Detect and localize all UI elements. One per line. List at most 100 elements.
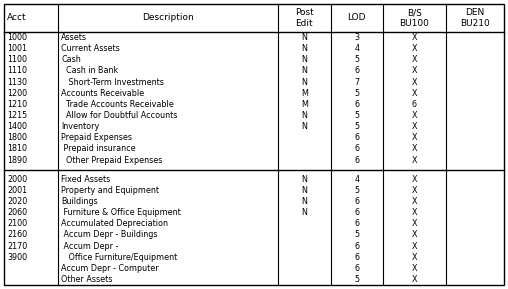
Text: N: N [301, 66, 307, 75]
Text: 6: 6 [354, 133, 359, 142]
Text: 6: 6 [354, 144, 359, 153]
Text: DEN
BU210: DEN BU210 [460, 8, 490, 28]
Text: 3900: 3900 [7, 253, 27, 262]
Text: X: X [411, 208, 417, 217]
Text: X: X [411, 122, 417, 131]
Text: 4: 4 [354, 44, 359, 53]
Text: 1000: 1000 [7, 33, 27, 42]
Text: 1200: 1200 [7, 89, 27, 98]
Text: X: X [411, 264, 417, 273]
Text: X: X [411, 253, 417, 262]
Text: N: N [301, 44, 307, 53]
Text: 3: 3 [354, 33, 359, 42]
Text: Buildings: Buildings [61, 197, 98, 206]
Text: 2170: 2170 [7, 242, 27, 251]
Text: 5: 5 [354, 186, 359, 195]
Text: 6: 6 [354, 66, 359, 75]
Text: Assets: Assets [61, 33, 87, 42]
Text: 2100: 2100 [7, 219, 27, 228]
Text: Post
Edit: Post Edit [295, 8, 313, 28]
Text: X: X [411, 33, 417, 42]
Text: Acct: Acct [7, 14, 26, 23]
Text: Accum Depr -: Accum Depr - [61, 242, 118, 251]
Text: 1100: 1100 [7, 55, 27, 64]
Text: N: N [301, 111, 307, 120]
Text: 5: 5 [354, 122, 359, 131]
Text: X: X [411, 144, 417, 153]
Text: 2020: 2020 [7, 197, 27, 206]
Text: Prepaid Expenses: Prepaid Expenses [61, 133, 132, 142]
Text: N: N [301, 33, 307, 42]
Text: Cash: Cash [61, 55, 81, 64]
Text: N: N [301, 208, 307, 217]
Text: 5: 5 [354, 89, 359, 98]
Text: Inventory: Inventory [61, 122, 99, 131]
Text: 5: 5 [354, 230, 359, 239]
Text: 6: 6 [354, 242, 359, 251]
Text: N: N [301, 78, 307, 87]
Text: 1215: 1215 [7, 111, 27, 120]
Text: X: X [411, 242, 417, 251]
Text: N: N [301, 55, 307, 64]
Text: 2060: 2060 [7, 208, 27, 217]
Text: 5: 5 [354, 111, 359, 120]
Text: X: X [411, 55, 417, 64]
Text: Allow for Doubtful Accounts: Allow for Doubtful Accounts [61, 111, 177, 120]
Text: Office Furniture/Equipment: Office Furniture/Equipment [61, 253, 177, 262]
Text: 6: 6 [354, 219, 359, 228]
Text: Accumulated Depreciation: Accumulated Depreciation [61, 219, 168, 228]
Text: Trade Accounts Receivable: Trade Accounts Receivable [61, 100, 174, 109]
Text: 1210: 1210 [7, 100, 27, 109]
Text: X: X [411, 219, 417, 228]
Text: 2001: 2001 [7, 186, 27, 195]
Text: 6: 6 [354, 253, 359, 262]
Text: 6: 6 [354, 100, 359, 109]
Text: Accum Depr - Computer: Accum Depr - Computer [61, 264, 158, 273]
Text: X: X [411, 175, 417, 184]
Text: X: X [411, 197, 417, 206]
Text: 1400: 1400 [7, 122, 27, 131]
Text: M: M [301, 89, 308, 98]
Text: N: N [301, 186, 307, 195]
Text: Furniture & Office Equipment: Furniture & Office Equipment [61, 208, 181, 217]
Text: Cash in Bank: Cash in Bank [61, 66, 118, 75]
Text: 6: 6 [354, 155, 359, 164]
Text: 2160: 2160 [7, 230, 27, 239]
Text: 5: 5 [354, 275, 359, 284]
Text: LOD: LOD [347, 14, 366, 23]
Text: Property and Equipment: Property and Equipment [61, 186, 159, 195]
Text: Accum Depr - Buildings: Accum Depr - Buildings [61, 230, 157, 239]
Text: 1810: 1810 [7, 144, 27, 153]
Text: X: X [411, 78, 417, 87]
Text: 5: 5 [354, 55, 359, 64]
Text: Accounts Receivable: Accounts Receivable [61, 89, 144, 98]
Text: Prepaid insurance: Prepaid insurance [61, 144, 136, 153]
Text: 4: 4 [354, 175, 359, 184]
Text: N: N [301, 175, 307, 184]
Text: Description: Description [142, 14, 194, 23]
Text: 6: 6 [354, 208, 359, 217]
Text: 1110: 1110 [7, 66, 27, 75]
Text: Fixed Assets: Fixed Assets [61, 175, 110, 184]
Text: X: X [411, 66, 417, 75]
Text: B/S
BU100: B/S BU100 [399, 8, 429, 28]
Text: X: X [411, 186, 417, 195]
Text: 1001: 1001 [7, 44, 27, 53]
Text: N: N [301, 197, 307, 206]
Text: 6: 6 [354, 197, 359, 206]
Text: X: X [411, 275, 417, 284]
Text: N: N [301, 122, 307, 131]
Text: X: X [411, 155, 417, 164]
Text: 1890: 1890 [7, 155, 27, 164]
Text: M: M [301, 100, 308, 109]
Text: 7: 7 [354, 78, 359, 87]
Text: Current Assets: Current Assets [61, 44, 120, 53]
Text: 1800: 1800 [7, 133, 27, 142]
Text: 6: 6 [412, 100, 417, 109]
Text: Short-Term Investments: Short-Term Investments [61, 78, 164, 87]
Text: Other Assets: Other Assets [61, 275, 112, 284]
Text: X: X [411, 111, 417, 120]
Text: Other Prepaid Expenses: Other Prepaid Expenses [61, 155, 163, 164]
Text: X: X [411, 133, 417, 142]
Text: 6: 6 [354, 264, 359, 273]
